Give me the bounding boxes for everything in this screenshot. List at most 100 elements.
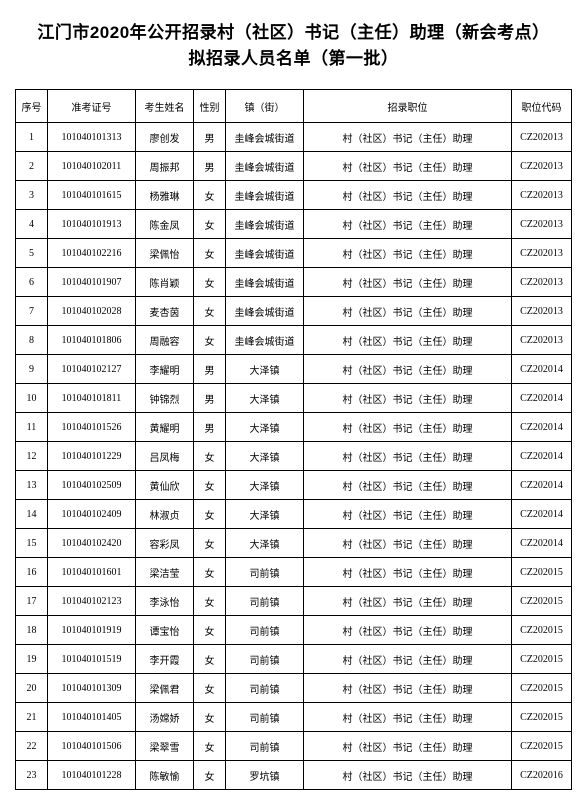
cell-name: 黄仙欣 xyxy=(136,471,194,500)
cell-exam: 101040101913 xyxy=(48,210,136,239)
cell-exam: 101040101405 xyxy=(48,703,136,732)
cell-seq: 15 xyxy=(16,529,48,558)
cell-exam: 101040101313 xyxy=(48,123,136,152)
page-title: 江门市2020年公开招录村（社区）书记（主任）助理（新会考点） 拟招录人员名单（… xyxy=(15,20,572,71)
cell-code: CZ202015 xyxy=(512,645,572,674)
cell-sex: 女 xyxy=(194,500,226,529)
cell-sex: 女 xyxy=(194,674,226,703)
cell-seq: 20 xyxy=(16,674,48,703)
cell-code: CZ202015 xyxy=(512,703,572,732)
cell-town: 大泽镇 xyxy=(226,442,304,471)
table-body: 1101040101313廖创发男圭峰会城街道村（社区）书记（主任）助理CZ20… xyxy=(16,123,572,790)
cell-town: 大泽镇 xyxy=(226,413,304,442)
cell-sex: 女 xyxy=(194,181,226,210)
cell-sex: 女 xyxy=(194,761,226,790)
cell-sex: 女 xyxy=(194,732,226,761)
cell-town: 圭峰会城街道 xyxy=(226,152,304,181)
cell-exam: 101040102127 xyxy=(48,355,136,384)
cell-code: CZ202014 xyxy=(512,500,572,529)
cell-name: 陈金凤 xyxy=(136,210,194,239)
cell-pos: 村（社区）书记（主任）助理 xyxy=(304,384,512,413)
table-row: 12101040101229吕凤梅女大泽镇村（社区）书记（主任）助理CZ2020… xyxy=(16,442,572,471)
cell-town: 圭峰会城街道 xyxy=(226,268,304,297)
cell-code: CZ202013 xyxy=(512,326,572,355)
cell-town: 大泽镇 xyxy=(226,500,304,529)
cell-name: 周融容 xyxy=(136,326,194,355)
cell-name: 李泳怡 xyxy=(136,587,194,616)
cell-town: 司前镇 xyxy=(226,703,304,732)
cell-code: CZ202013 xyxy=(512,268,572,297)
cell-exam: 101040102409 xyxy=(48,500,136,529)
cell-name: 陈敏愉 xyxy=(136,761,194,790)
cell-name: 梁翠雪 xyxy=(136,732,194,761)
cell-sex: 女 xyxy=(194,268,226,297)
table-row: 8101040101806周融容女圭峰会城街道村（社区）书记（主任）助理CZ20… xyxy=(16,326,572,355)
cell-name: 周振邦 xyxy=(136,152,194,181)
table-row: 17101040102123李泳怡女司前镇村（社区）书记（主任）助理CZ2020… xyxy=(16,587,572,616)
cell-pos: 村（社区）书记（主任）助理 xyxy=(304,587,512,616)
cell-town: 圭峰会城街道 xyxy=(226,297,304,326)
cell-exam: 101040101309 xyxy=(48,674,136,703)
cell-seq: 7 xyxy=(16,297,48,326)
cell-pos: 村（社区）书记（主任）助理 xyxy=(304,761,512,790)
cell-code: CZ202014 xyxy=(512,413,572,442)
table-row: 21101040101405汤嫦娇女司前镇村（社区）书记（主任）助理CZ2020… xyxy=(16,703,572,732)
cell-seq: 19 xyxy=(16,645,48,674)
cell-code: CZ202014 xyxy=(512,529,572,558)
cell-code: CZ202013 xyxy=(512,297,572,326)
table-row: 9101040102127李耀明男大泽镇村（社区）书记（主任）助理CZ20201… xyxy=(16,355,572,384)
cell-sex: 女 xyxy=(194,471,226,500)
cell-code: CZ202013 xyxy=(512,123,572,152)
cell-pos: 村（社区）书记（主任）助理 xyxy=(304,471,512,500)
table-row: 1101040101313廖创发男圭峰会城街道村（社区）书记（主任）助理CZ20… xyxy=(16,123,572,152)
cell-name: 李耀明 xyxy=(136,355,194,384)
cell-seq: 8 xyxy=(16,326,48,355)
cell-name: 钟锦烈 xyxy=(136,384,194,413)
table-row: 2101040102011周振邦男圭峰会城街道村（社区）书记（主任）助理CZ20… xyxy=(16,152,572,181)
table-row: 7101040102028麦杏茵女圭峰会城街道村（社区）书记（主任）助理CZ20… xyxy=(16,297,572,326)
col-sex: 性别 xyxy=(194,90,226,123)
cell-name: 梁洁莹 xyxy=(136,558,194,587)
col-name: 考生姓名 xyxy=(136,90,194,123)
cell-pos: 村（社区）书记（主任）助理 xyxy=(304,239,512,268)
col-town: 镇（街） xyxy=(226,90,304,123)
table-row: 13101040102509黄仙欣女大泽镇村（社区）书记（主任）助理CZ2020… xyxy=(16,471,572,500)
cell-name: 陈肖颖 xyxy=(136,268,194,297)
cell-name: 吕凤梅 xyxy=(136,442,194,471)
cell-town: 罗坑镇 xyxy=(226,761,304,790)
cell-pos: 村（社区）书记（主任）助理 xyxy=(304,645,512,674)
col-exam: 准考证号 xyxy=(48,90,136,123)
cell-pos: 村（社区）书记（主任）助理 xyxy=(304,500,512,529)
table-row: 10101040101811钟锦烈男大泽镇村（社区）书记（主任）助理CZ2020… xyxy=(16,384,572,413)
cell-sex: 男 xyxy=(194,152,226,181)
table-row: 23101040101228陈敏愉女罗坑镇村（社区）书记（主任）助理CZ2020… xyxy=(16,761,572,790)
cell-exam: 101040101228 xyxy=(48,761,136,790)
cell-seq: 12 xyxy=(16,442,48,471)
cell-sex: 女 xyxy=(194,616,226,645)
cell-exam: 101040101229 xyxy=(48,442,136,471)
cell-exam: 101040102011 xyxy=(48,152,136,181)
cell-pos: 村（社区）书记（主任）助理 xyxy=(304,703,512,732)
table-row: 11101040101526黄耀明男大泽镇村（社区）书记（主任）助理CZ2020… xyxy=(16,413,572,442)
cell-sex: 女 xyxy=(194,297,226,326)
cell-pos: 村（社区）书记（主任）助理 xyxy=(304,442,512,471)
cell-name: 李开霞 xyxy=(136,645,194,674)
cell-seq: 21 xyxy=(16,703,48,732)
table-row: 5101040102216梁佩怡女圭峰会城街道村（社区）书记（主任）助理CZ20… xyxy=(16,239,572,268)
cell-pos: 村（社区）书记（主任）助理 xyxy=(304,210,512,239)
cell-exam: 101040102509 xyxy=(48,471,136,500)
cell-town: 圭峰会城街道 xyxy=(226,326,304,355)
cell-sex: 男 xyxy=(194,123,226,152)
cell-town: 司前镇 xyxy=(226,732,304,761)
cell-code: CZ202015 xyxy=(512,616,572,645)
cell-code: CZ202015 xyxy=(512,587,572,616)
cell-town: 司前镇 xyxy=(226,587,304,616)
cell-pos: 村（社区）书记（主任）助理 xyxy=(304,152,512,181)
cell-seq: 18 xyxy=(16,616,48,645)
cell-sex: 女 xyxy=(194,645,226,674)
cell-name: 谭宝怡 xyxy=(136,616,194,645)
table-row: 19101040101519李开霞女司前镇村（社区）书记（主任）助理CZ2020… xyxy=(16,645,572,674)
cell-code: CZ202014 xyxy=(512,355,572,384)
table-row: 3101040101615杨雅琳女圭峰会城街道村（社区）书记（主任）助理CZ20… xyxy=(16,181,572,210)
cell-sex: 女 xyxy=(194,239,226,268)
